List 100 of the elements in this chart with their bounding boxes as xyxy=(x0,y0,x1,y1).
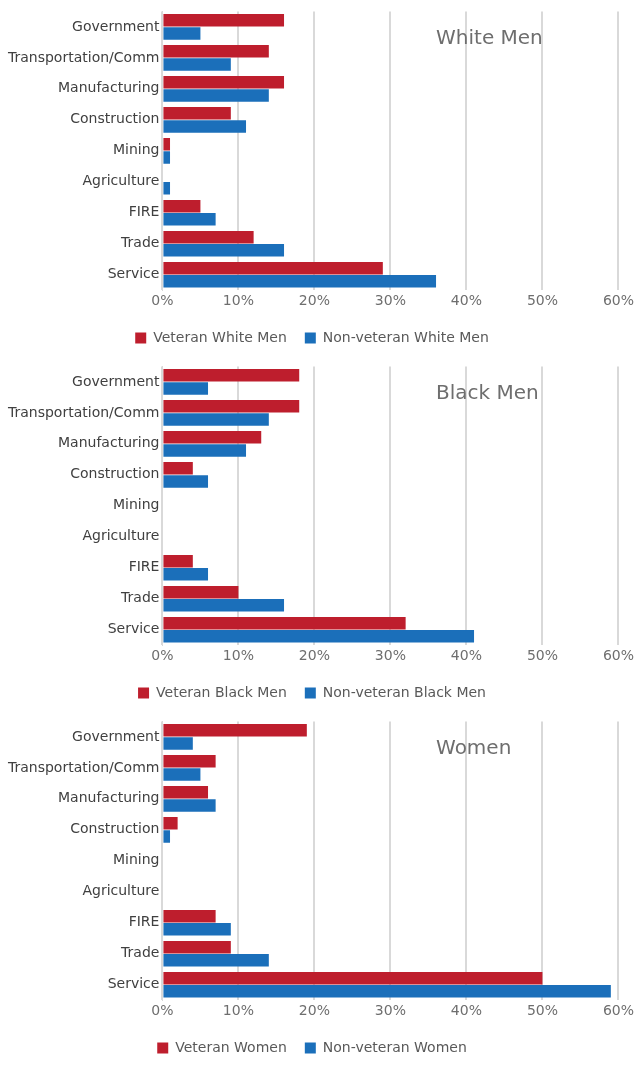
x-tick-label: 10% xyxy=(222,647,254,664)
legend-label: Non-veteran White Men xyxy=(322,328,489,345)
bar xyxy=(163,431,262,444)
text: White Men xyxy=(436,24,543,49)
y-tick-label: Manufacturing xyxy=(58,79,160,96)
y-tick-label: Service xyxy=(107,265,160,282)
x-tick-label: 40% xyxy=(450,292,482,309)
bar xyxy=(163,137,171,151)
bar xyxy=(163,737,193,750)
bar xyxy=(163,799,216,812)
bar xyxy=(163,275,437,288)
y-tick-label: Government xyxy=(72,17,160,34)
x-tick-label: 10% xyxy=(222,292,254,309)
y-tick-label: Government xyxy=(72,727,160,744)
x-tick-label: 50% xyxy=(526,292,558,309)
bar xyxy=(163,599,285,612)
legend-label: Veteran White Men xyxy=(153,328,287,345)
x-tick-label: 40% xyxy=(450,1002,482,1019)
bar xyxy=(163,199,201,213)
bar xyxy=(163,244,285,257)
bar xyxy=(163,461,193,475)
legend-label: Non-veteran Black Men xyxy=(322,683,486,700)
bar xyxy=(163,923,231,936)
legend-label: Veteran Black Men xyxy=(156,683,287,700)
bar xyxy=(163,971,543,985)
y-tick-label: Mining xyxy=(112,496,160,513)
y-tick-label: Construction xyxy=(70,465,160,482)
y-tick-label: FIRE xyxy=(128,203,160,220)
bar xyxy=(163,400,300,413)
x-tick-label: 30% xyxy=(374,1002,406,1019)
x-tick-label: 60% xyxy=(602,647,634,664)
bar xyxy=(163,45,269,58)
bar xyxy=(163,106,231,120)
y-tick-label: Service xyxy=(107,975,160,992)
y-tick-label: Construction xyxy=(70,110,160,127)
bar xyxy=(163,985,611,998)
bar xyxy=(163,816,178,830)
bar xyxy=(163,616,406,630)
bar xyxy=(163,76,285,89)
bar xyxy=(163,585,239,599)
bar xyxy=(163,954,269,967)
bar xyxy=(163,27,201,40)
x-tick-label: 0% xyxy=(151,1002,174,1019)
y-tick-label: Manufacturing xyxy=(58,789,160,806)
bar xyxy=(163,230,254,244)
bar xyxy=(163,58,231,71)
x-tick-label: 30% xyxy=(374,292,406,309)
text: Black Men xyxy=(436,379,539,404)
y-tick-label: Mining xyxy=(112,141,160,158)
x-tick-label: 60% xyxy=(602,1002,634,1019)
x-tick-label: 0% xyxy=(151,647,174,664)
text: Women xyxy=(436,734,512,759)
y-tick-label: Agriculture xyxy=(82,527,160,544)
bar xyxy=(163,630,475,643)
x-tick-label: 0% xyxy=(151,292,174,309)
bar xyxy=(163,213,216,226)
bar xyxy=(163,14,285,27)
y-tick-label: Mining xyxy=(112,851,160,868)
x-tick-label: 20% xyxy=(298,292,330,309)
bar xyxy=(163,182,171,195)
y-tick-label: Agriculture xyxy=(82,172,160,189)
x-tick-label: 30% xyxy=(374,647,406,664)
bar xyxy=(163,120,247,133)
x-tick-label: 10% xyxy=(222,1002,254,1019)
bar xyxy=(163,261,383,275)
y-tick-label: Manufacturing xyxy=(58,434,160,451)
x-tick-label: 60% xyxy=(602,292,634,309)
y-tick-label: Government xyxy=(72,372,160,389)
y-tick-label: Trade xyxy=(120,589,160,606)
y-tick-label: Transportation/Comm xyxy=(6,48,160,65)
bar xyxy=(163,151,171,164)
y-tick-label: Transportation/Comm xyxy=(6,403,160,420)
y-tick-label: Trade xyxy=(120,234,160,251)
bar xyxy=(163,568,209,581)
y-tick-label: Trade xyxy=(120,944,160,961)
bar xyxy=(163,413,269,426)
bar xyxy=(163,768,201,781)
y-tick-label: Transportation/Comm xyxy=(6,758,160,775)
x-tick-label: 40% xyxy=(450,647,482,664)
legend-label: Non-veteran Women xyxy=(322,1038,467,1055)
bar xyxy=(163,475,209,488)
y-tick-label: FIRE xyxy=(128,558,160,575)
bar xyxy=(163,554,193,568)
bar xyxy=(163,909,216,923)
x-tick-label: 20% xyxy=(298,1002,330,1019)
y-tick-label: Construction xyxy=(70,820,160,837)
legend-label: Veteran Women xyxy=(175,1038,287,1055)
y-tick-label: FIRE xyxy=(128,913,160,930)
bar xyxy=(163,786,209,799)
bar xyxy=(163,940,231,954)
bar xyxy=(163,89,269,102)
x-tick-label: 50% xyxy=(526,647,558,664)
bar xyxy=(163,755,216,768)
bar xyxy=(163,382,209,395)
x-tick-label: 20% xyxy=(298,647,330,664)
bar xyxy=(163,830,171,843)
x-tick-label: 50% xyxy=(526,1002,558,1019)
bar xyxy=(163,369,300,382)
y-tick-label: Service xyxy=(107,620,160,637)
bar xyxy=(163,724,307,737)
